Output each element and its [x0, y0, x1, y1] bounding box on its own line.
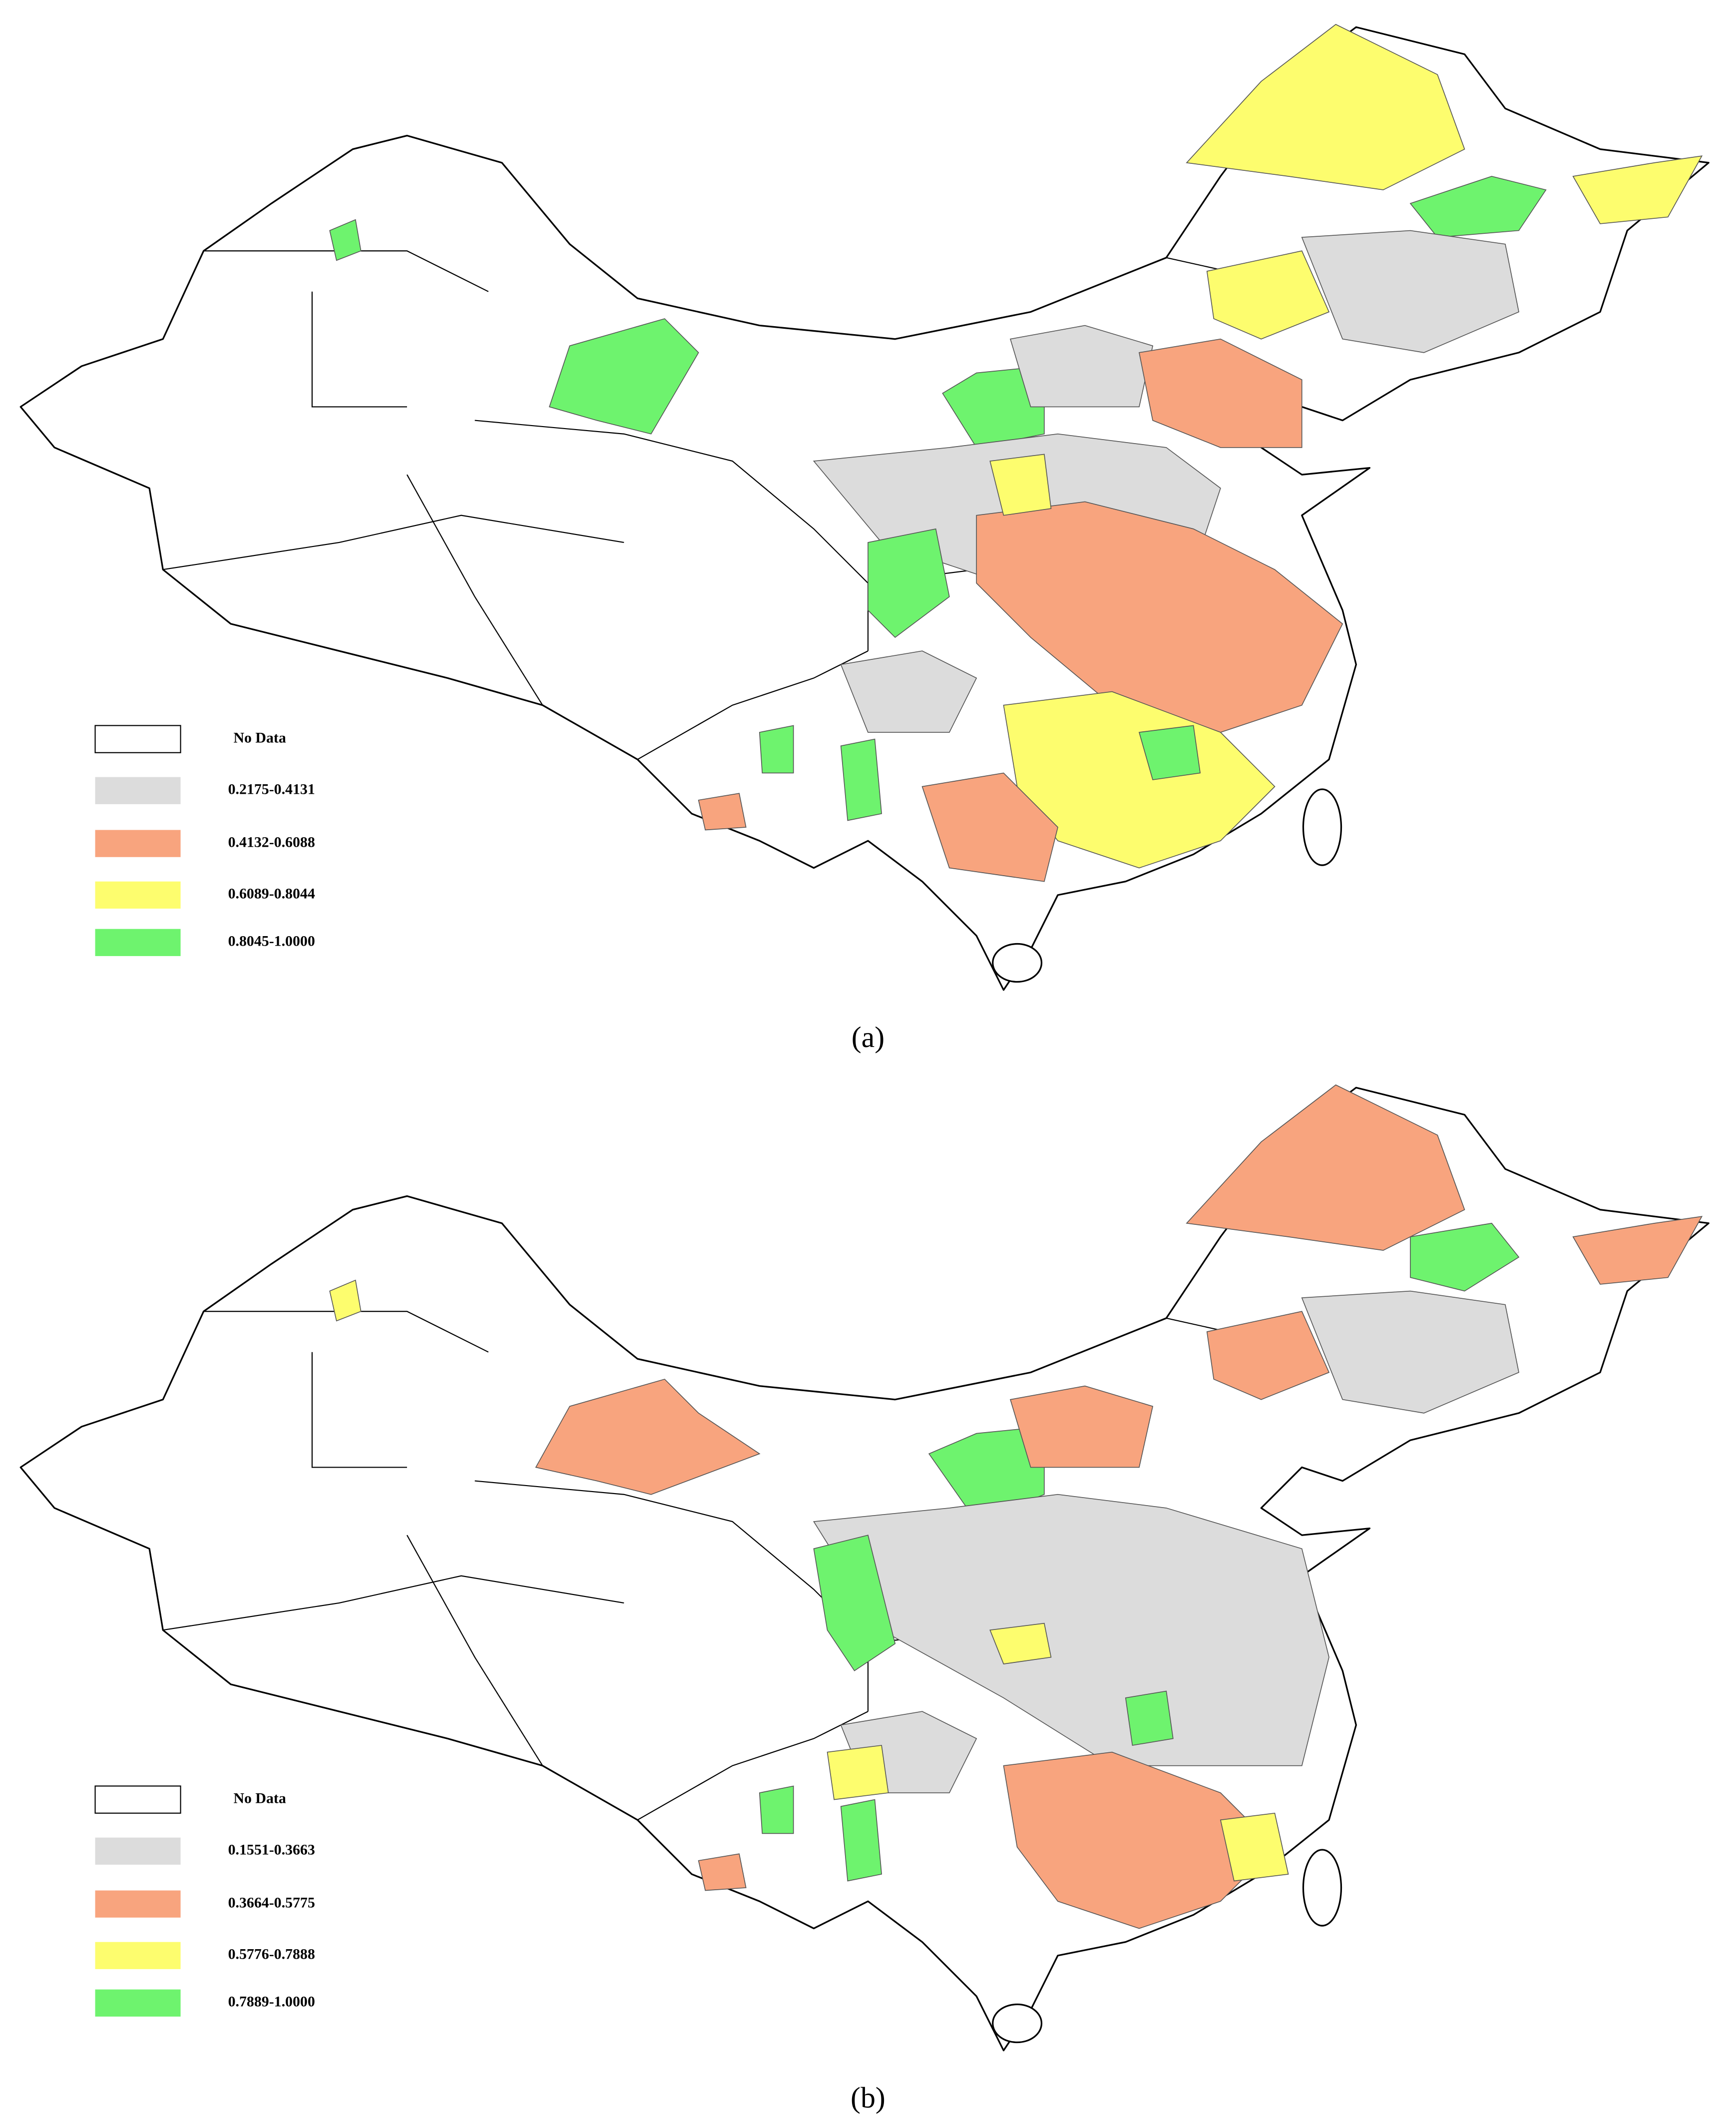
legend-label: 0.5776-0.7888	[228, 1946, 315, 1963]
legends: No Data 0.2175-0.4131 0.4132-0.6088 0.6089-…	[94, 725, 885, 2114]
map-b	[19, 1084, 1710, 2052]
panel-label: (b)	[851, 2081, 885, 2114]
legend-swatch	[95, 929, 181, 956]
legend-label: 0.3664-0.5775	[228, 1894, 315, 1911]
map-a	[19, 23, 1710, 991]
legend-swatch	[94, 1785, 181, 1814]
legend-swatch	[95, 881, 181, 909]
legend-label: 0.1551-0.3663	[228, 1842, 315, 1858]
legend-label: 0.2175-0.4131	[228, 781, 315, 798]
legend-swatch	[95, 1837, 181, 1865]
legend-label: No Data	[233, 729, 286, 746]
legend-swatch	[95, 777, 181, 804]
legend-swatch	[95, 1942, 181, 1969]
legend-label: 0.7889-1.0000	[228, 1994, 315, 2010]
legend-label: 0.4132-0.6088	[228, 834, 315, 850]
legend-swatch	[95, 1989, 181, 2017]
legend-swatch	[95, 1890, 181, 1918]
legend-swatch	[94, 725, 181, 753]
legend-label: 0.6089-0.8044	[228, 886, 315, 902]
legend-swatch	[95, 830, 181, 857]
legend-label: No Data	[233, 1790, 286, 1806]
panel-label: (a)	[852, 1021, 884, 1054]
legend-label: 0.8045-1.0000	[228, 933, 315, 950]
